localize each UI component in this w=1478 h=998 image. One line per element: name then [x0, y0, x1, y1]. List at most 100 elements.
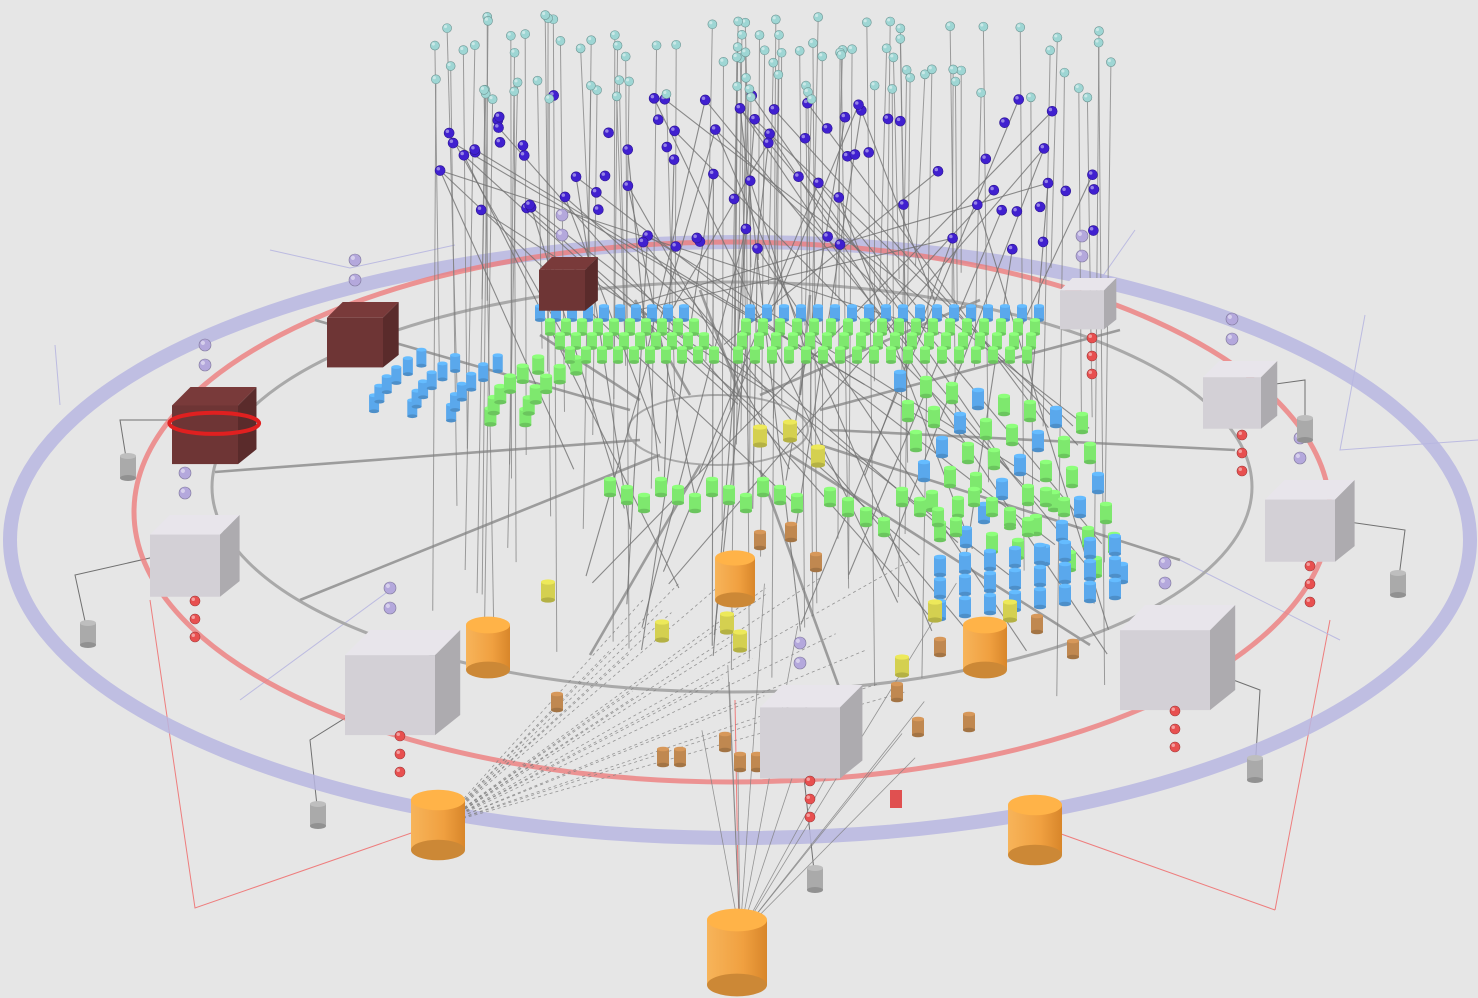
- edge-13: [714, 129, 933, 632]
- green-left-a-2: [494, 383, 507, 405]
- field-right-3-6-top: [1074, 495, 1086, 501]
- green-lower-right-6-base: [932, 522, 944, 528]
- blue-right-1-6-base: [1084, 576, 1096, 582]
- blue-right-2-6: [1084, 580, 1096, 604]
- field-right-4-1-top: [952, 495, 964, 501]
- cyan-sphere-37: [1026, 92, 1036, 103]
- green-top-right-3-9-body: [886, 348, 896, 362]
- blue-right-1-4-body: [1034, 567, 1046, 585]
- green-lower-0: [604, 476, 616, 498]
- blue-right-0-7-base: [1109, 551, 1121, 557]
- cyan-sphere-68: [759, 45, 770, 56]
- field-right-1-6: [1058, 435, 1070, 459]
- cyan-sphere-68-shine: [761, 47, 765, 51]
- green-lower-right-8-base: [968, 502, 980, 508]
- cyan-sphere-69: [431, 74, 441, 85]
- purple-sphere-3-body: [882, 113, 894, 125]
- purple-sphere-56-body: [603, 127, 614, 139]
- green-top-right-2-7-body: [856, 334, 866, 348]
- yellow-cylinder-9-top: [1003, 599, 1017, 605]
- purple-sphere-3: [882, 113, 894, 125]
- blue-left-c-2-base: [456, 397, 467, 402]
- field-right-0-3: [972, 387, 984, 411]
- brown-cylinder-0-base: [551, 707, 563, 713]
- cyan-sphere-82-body: [888, 52, 899, 63]
- green-top-left-3-7: [677, 346, 687, 364]
- blue-left-b-4-body: [437, 363, 448, 380]
- cyan-sphere-83-shine: [1061, 69, 1065, 73]
- purple-sphere-37-shine: [624, 146, 628, 150]
- blue-left-a-0-base: [369, 409, 380, 414]
- blue-left-a-2: [381, 374, 392, 395]
- purple-sphere-55-shine: [1040, 144, 1045, 149]
- purple-sphere-18-shine: [709, 170, 714, 175]
- green-top-right-3-0: [733, 346, 743, 364]
- gray-cube-left-red-2: [189, 631, 201, 643]
- green-top-right-0-5-body: [830, 306, 840, 320]
- purple-sphere-5-body: [570, 171, 582, 183]
- purple-sphere-38-body: [652, 114, 664, 125]
- cyan-sphere-61-body: [620, 51, 631, 62]
- purple-sphere-80-shine: [639, 238, 644, 243]
- green-lower-10-top: [774, 484, 786, 490]
- green-lower-4-base: [672, 500, 684, 506]
- edge-63: [711, 174, 714, 646]
- blue-right-2-4-top: [1034, 586, 1046, 592]
- green-top-right-3-3-top: [784, 346, 794, 350]
- purple-sphere-52: [947, 233, 958, 244]
- edge-44: [439, 170, 795, 505]
- green-top-left-0-7-body: [647, 306, 657, 320]
- purple-sphere-37-body: [622, 144, 634, 155]
- green-top-left-3-8: [693, 346, 703, 364]
- green-lower-2-base: [638, 508, 650, 514]
- blue-right-1-6-top: [1084, 558, 1096, 564]
- green-top-right-0-3-body: [796, 306, 806, 320]
- cyan-sphere-55-shine: [587, 82, 591, 86]
- purple-sphere-70: [494, 137, 506, 148]
- orange-cylinder-2: [963, 616, 1007, 679]
- green-lower-right-4-body: [896, 489, 908, 505]
- green-top-right-3-5-top: [818, 346, 828, 350]
- gray-cube-back-right-red-2-shine: [1238, 467, 1242, 471]
- gray-cube-back-lav-1: [1075, 249, 1089, 263]
- cyan-sphere-63-body: [586, 35, 597, 45]
- field-right-2-4-top: [1014, 453, 1026, 459]
- edge-2: [641, 228, 747, 628]
- green-top-right-3-2-base: [767, 360, 777, 364]
- blue-left-c-3-body: [466, 373, 477, 390]
- gray-cube-left-red-0-shine: [191, 597, 195, 601]
- dark-cube-1-lav-2-body: [555, 208, 569, 222]
- yellow-cylinder-6-base: [783, 437, 797, 443]
- purple-sphere-67: [434, 165, 446, 176]
- gray-cube-right-red-1-shine: [1306, 580, 1310, 584]
- green-top-right-3-3: [784, 346, 794, 364]
- green-top-right-3-1-body: [750, 348, 760, 362]
- gray-cube-front-lav-2-body: [793, 636, 807, 650]
- cyan-sphere-91-shine: [1107, 59, 1111, 63]
- cyan-sphere-36-shine: [616, 77, 620, 81]
- gray-cube-front-left-red-1: [394, 748, 406, 760]
- green-left-a-3: [503, 373, 516, 394]
- purple-sphere-49-shine: [851, 151, 855, 155]
- cyan-sphere-24-shine: [848, 45, 853, 50]
- green-lower-6-top: [706, 476, 718, 482]
- green-top-right-0-13-body: [966, 306, 976, 320]
- orange-cylinder-0-top: [466, 616, 510, 634]
- yellow-cylinder-7-top: [811, 444, 825, 450]
- blue-right-1-4-base: [1034, 582, 1046, 588]
- small-gray-cylinder-6-top: [1297, 414, 1313, 422]
- green-lower-8-base: [740, 508, 752, 514]
- green-top-right-1-16-body: [1013, 320, 1023, 334]
- purple-sphere-21-shine: [746, 177, 751, 181]
- brown-cylinder-3-body: [734, 754, 746, 770]
- green-top-right-3-15-top: [988, 346, 998, 350]
- dark-cube-2-side: [383, 302, 399, 368]
- green-top-right-2-15-top: [992, 332, 1002, 336]
- green-top-right-3-17-body: [1022, 348, 1032, 362]
- green-top-right-3-8: [869, 346, 879, 364]
- dashed-edge-19: [439, 697, 633, 826]
- field-right-3-4-top: [1022, 483, 1034, 489]
- green-top-left-0-8-body: [663, 306, 673, 320]
